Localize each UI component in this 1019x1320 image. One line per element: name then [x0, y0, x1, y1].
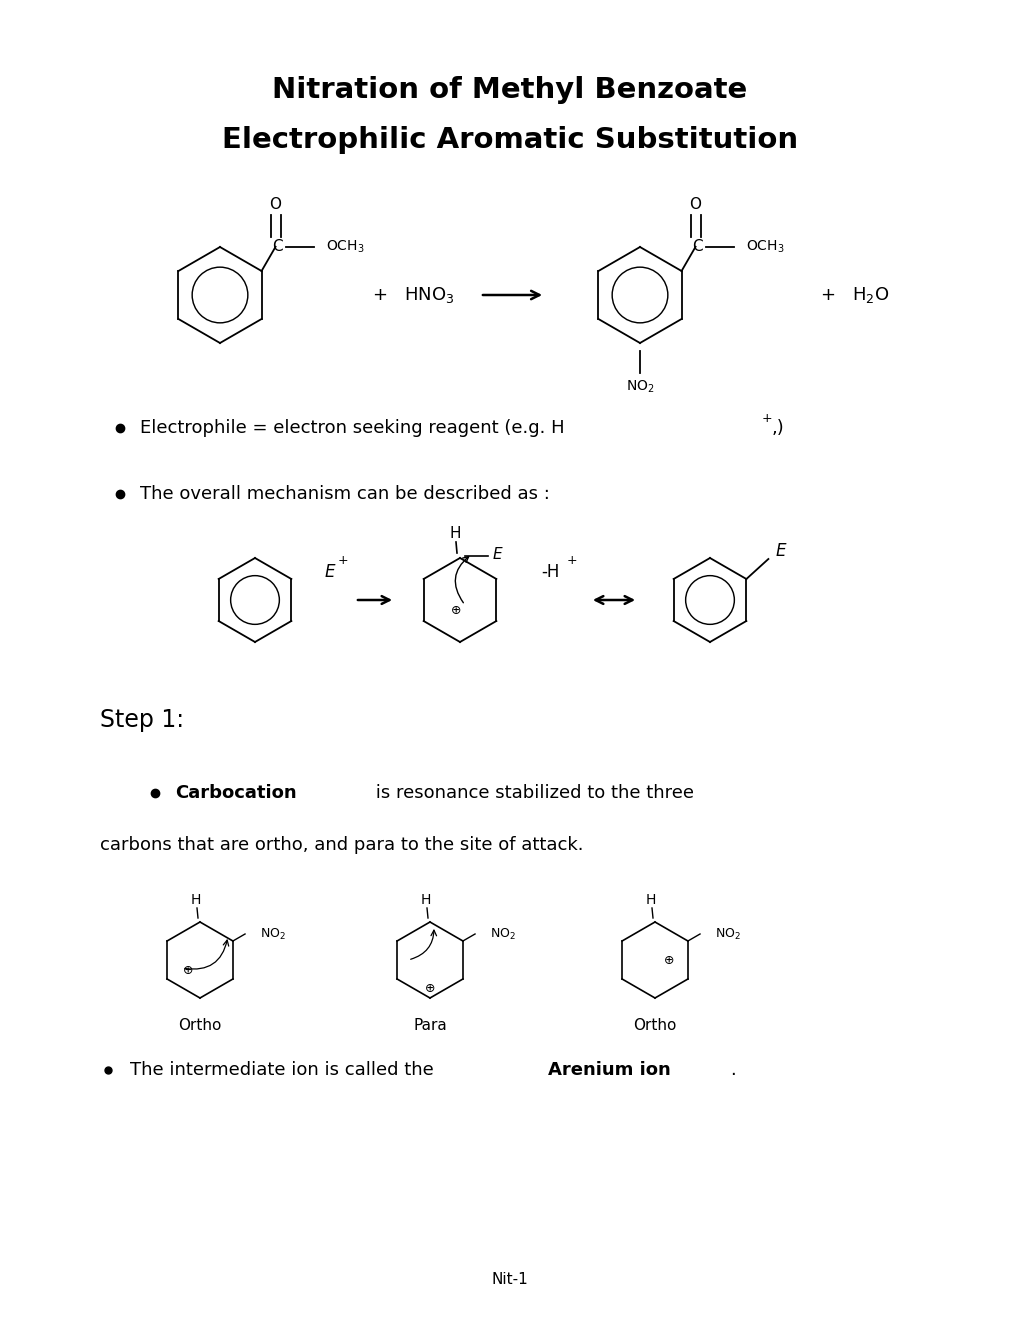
Text: is resonance stabilized to the three: is resonance stabilized to the three [370, 784, 693, 803]
Text: Para: Para [413, 1018, 446, 1032]
Text: $\oplus$: $\oplus$ [662, 953, 674, 966]
Text: ,): ,) [771, 418, 784, 437]
Text: OCH$_3$: OCH$_3$ [326, 239, 365, 255]
Text: $E$: $E$ [323, 564, 336, 581]
Text: Ortho: Ortho [178, 1018, 221, 1032]
Text: NO$_2$: NO$_2$ [260, 927, 285, 941]
Text: O: O [269, 197, 281, 213]
Text: Step 1:: Step 1: [100, 708, 184, 733]
Text: $\oplus$: $\oplus$ [450, 603, 462, 616]
Text: +: + [337, 553, 347, 566]
Text: The intermediate ion is called the: The intermediate ion is called the [129, 1061, 439, 1078]
Text: NO$_2$: NO$_2$ [489, 927, 516, 941]
Text: +: + [567, 553, 577, 566]
Text: C: C [692, 239, 702, 255]
Text: +: + [761, 412, 771, 425]
Text: Electrophilic Aromatic Substitution: Electrophilic Aromatic Substitution [222, 125, 797, 154]
Text: $\oplus$: $\oplus$ [424, 982, 435, 994]
Text: O: O [689, 197, 701, 213]
Text: +   HNO$_3$: + HNO$_3$ [372, 285, 454, 305]
Text: H: H [645, 894, 655, 907]
Text: $E$: $E$ [774, 543, 787, 560]
Text: H: H [448, 527, 461, 541]
Text: OCH$_3$: OCH$_3$ [746, 239, 784, 255]
Text: H: H [191, 894, 201, 907]
Text: Carbocation: Carbocation [175, 784, 297, 803]
Text: The overall mechanism can be described as :: The overall mechanism can be described a… [140, 484, 549, 503]
Text: Arenium ion: Arenium ion [547, 1061, 671, 1078]
Text: $E$: $E$ [492, 546, 503, 562]
Text: C: C [272, 239, 282, 255]
Text: Nit-1: Nit-1 [491, 1272, 528, 1287]
Text: Nitration of Methyl Benzoate: Nitration of Methyl Benzoate [272, 77, 747, 104]
Text: carbons that are ortho, and para to the site of attack.: carbons that are ortho, and para to the … [100, 836, 583, 854]
Text: +   H$_2$O: + H$_2$O [819, 285, 889, 305]
Text: H: H [421, 894, 431, 907]
Text: Electrophile = electron seeking reagent (e.g. H: Electrophile = electron seeking reagent … [140, 418, 565, 437]
Text: NO$_2$: NO$_2$ [714, 927, 740, 941]
Text: NO$_2$: NO$_2$ [625, 379, 653, 395]
Text: $\oplus$: $\oplus$ [182, 964, 194, 977]
Text: Ortho: Ortho [633, 1018, 676, 1032]
Text: .: . [730, 1061, 735, 1078]
Text: -H: -H [540, 564, 558, 581]
